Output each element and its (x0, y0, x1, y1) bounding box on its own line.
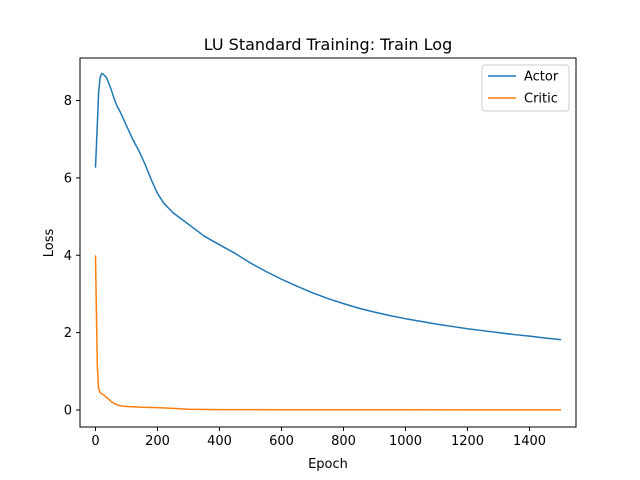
x-axis-label: Epoch (308, 457, 348, 472)
x-tick-label: 1000 (389, 434, 422, 449)
y-tick-label: 4 (64, 249, 72, 264)
y-tick-label: 2 (64, 326, 72, 341)
axis-ticks: 0 200 400 600 800 1000 1200 1400 0 2 4 6 8 (64, 94, 546, 449)
plot-area (94, 72, 562, 411)
legend: Actor Critic (481, 64, 570, 112)
legend-label-actor: Actor (524, 70, 559, 85)
x-tick-label: 200 (145, 434, 170, 449)
axes-frame (79, 57, 577, 428)
y-tick-label: 6 (64, 171, 72, 186)
x-tick-label: 1200 (451, 434, 484, 449)
x-tick-label: 800 (331, 434, 356, 449)
x-tick-label: 1400 (513, 434, 546, 449)
chart-title: LU Standard Training: Train Log (204, 35, 452, 54)
legend-label-critic: Critic (524, 92, 558, 107)
series-line-actor (94, 72, 562, 341)
series-line-critic (94, 255, 562, 411)
x-tick-label: 600 (269, 434, 294, 449)
x-tick-label: 400 (207, 434, 232, 449)
x-tick-label: 0 (91, 434, 99, 449)
y-tick-label: 0 (64, 403, 72, 418)
y-axis-label: Loss (42, 229, 57, 258)
y-tick-label: 8 (64, 94, 72, 109)
